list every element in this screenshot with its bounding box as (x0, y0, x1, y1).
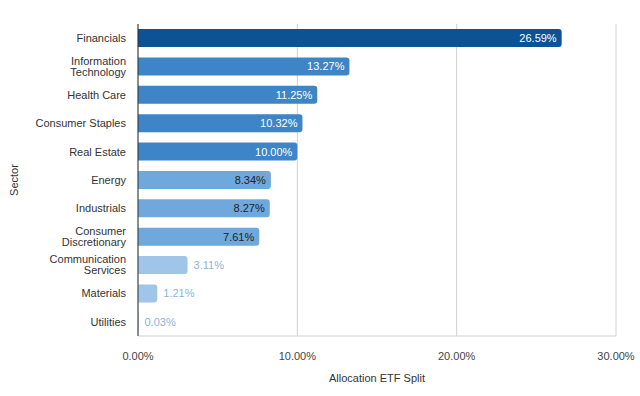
svg-text:0.00%: 0.00% (122, 350, 153, 362)
svg-text:Consumer Staples: Consumer Staples (36, 117, 127, 129)
svg-text:Utilities: Utilities (91, 316, 127, 328)
svg-text:10.32%: 10.32% (260, 117, 298, 129)
svg-text:13.27%: 13.27% (307, 60, 345, 72)
svg-text:CommunicationServices: CommunicationServices (50, 253, 127, 276)
svg-text:11.25%: 11.25% (276, 89, 313, 101)
svg-text:ConsumerDiscretionary: ConsumerDiscretionary (62, 225, 127, 248)
svg-text:20.00%: 20.00% (438, 350, 476, 362)
svg-text:0.03%: 0.03% (144, 316, 175, 328)
svg-text:InformationTechnology: InformationTechnology (70, 55, 126, 78)
svg-text:10.00%: 10.00% (279, 350, 317, 362)
svg-text:Sector: Sector (8, 164, 20, 196)
svg-text:Allocation ETF Split: Allocation ETF Split (329, 372, 425, 384)
svg-text:1.21%: 1.21% (163, 287, 194, 299)
svg-text:Financials: Financials (76, 32, 126, 44)
svg-text:Energy: Energy (91, 174, 126, 186)
svg-text:30.00%: 30.00% (597, 350, 632, 362)
svg-text:7.61%: 7.61% (223, 231, 254, 243)
svg-text:Health Care: Health Care (67, 89, 126, 101)
svg-text:3.11%: 3.11% (194, 259, 225, 271)
svg-text:10.00%: 10.00% (255, 146, 293, 158)
svg-text:26.59%: 26.59% (519, 32, 557, 44)
svg-text:Materials: Materials (81, 287, 126, 299)
svg-text:Real Estate: Real Estate (69, 146, 126, 158)
svg-text:8.27%: 8.27% (234, 202, 265, 214)
svg-text:Industrials: Industrials (76, 202, 127, 214)
svg-text:8.34%: 8.34% (235, 174, 266, 186)
